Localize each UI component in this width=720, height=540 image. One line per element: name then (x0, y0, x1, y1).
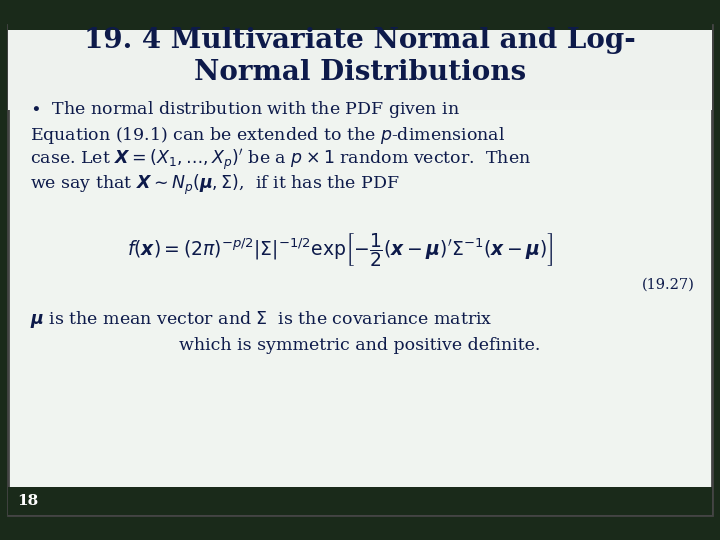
Text: Normal Distributions: Normal Distributions (194, 58, 526, 85)
Text: 18: 18 (17, 494, 39, 508)
Text: Equation (19.1) can be extended to the $p$-dimensional: Equation (19.1) can be extended to the $… (30, 125, 505, 145)
Bar (8, 487, 712, 515)
Text: 19. 4 Multivariate Normal and Log-: 19. 4 Multivariate Normal and Log- (84, 26, 636, 53)
Bar (8, 15, 712, 30)
Text: $f(\boldsymbol{x}) = (2\pi)^{-p/2}|\Sigma|^{-1/2}\exp\!\left[-\dfrac{1}{2}(\bold: $f(\boldsymbol{x}) = (2\pi)^{-p/2}|\Sigm… (127, 231, 553, 269)
Text: case. Let $\boldsymbol{X}=(X_1,\ldots,X_p)^{\prime}$ be a $p\times1$ random vect: case. Let $\boldsymbol{X}=(X_1,\ldots,X_… (30, 147, 531, 173)
Bar (8, 25, 712, 110)
Text: $\bullet$  The normal distribution with the PDF given in: $\bullet$ The normal distribution with t… (30, 99, 460, 120)
Text: which is symmetric and positive definite.: which is symmetric and positive definite… (179, 336, 541, 354)
Text: (19.27): (19.27) (642, 278, 695, 292)
Text: $\boldsymbol{\mu}$ is the mean vector and $\Sigma$  is the covariance matrix: $\boldsymbol{\mu}$ is the mean vector an… (30, 309, 492, 330)
Text: we say that $\boldsymbol{X}\sim N_p(\boldsymbol{\mu},\Sigma)$,  if it has the PD: we say that $\boldsymbol{X}\sim N_p(\bol… (30, 173, 400, 197)
